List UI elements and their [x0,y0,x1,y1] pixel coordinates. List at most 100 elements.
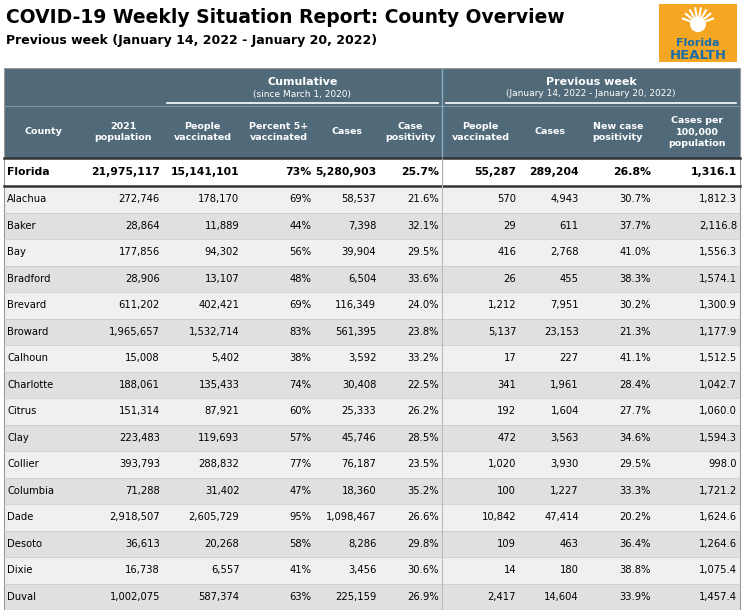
Text: 109: 109 [497,539,516,549]
Text: Bay: Bay [7,247,26,257]
Text: 30.2%: 30.2% [620,300,651,310]
Text: 1,042.7: 1,042.7 [699,380,737,390]
Text: 24.0%: 24.0% [408,300,439,310]
Text: People
vaccinated: People vaccinated [173,122,231,142]
Text: 135,433: 135,433 [199,380,240,390]
Text: 22.5%: 22.5% [407,380,439,390]
Text: 1,300.9: 1,300.9 [699,300,737,310]
Text: 2,417: 2,417 [488,592,516,601]
Text: 21.3%: 21.3% [619,327,651,337]
Text: (since March 1, 2020): (since March 1, 2020) [254,90,351,98]
Text: Cases: Cases [332,127,362,137]
Bar [659,4,737,62]
Text: 472: 472 [497,432,516,443]
Text: 41.1%: 41.1% [619,353,651,363]
Text: 16,738: 16,738 [125,565,160,575]
Text: 33.9%: 33.9% [620,592,651,601]
Text: 10,842: 10,842 [481,512,516,522]
Text: 77%: 77% [289,459,312,469]
Text: 29.8%: 29.8% [407,539,439,549]
Text: 272,746: 272,746 [119,194,160,204]
Text: Cumulative: Cumulative [267,77,338,87]
Text: 30.7%: 30.7% [620,194,651,204]
Text: 5,402: 5,402 [211,353,240,363]
Text: 87,921: 87,921 [205,406,240,416]
Text: 3,456: 3,456 [348,565,376,575]
Text: 177,856: 177,856 [119,247,160,257]
Text: Previous week (January 14, 2022 - January 20, 2022): Previous week (January 14, 2022 - Januar… [6,34,377,47]
Text: 116,349: 116,349 [336,300,376,310]
Text: 21,975,117: 21,975,117 [91,167,160,177]
Text: 15,008: 15,008 [125,353,160,363]
Text: 20.2%: 20.2% [619,512,651,522]
Bar [4,318,740,345]
Text: Collier: Collier [7,459,39,469]
Text: 17: 17 [504,353,516,363]
Text: 178,170: 178,170 [199,194,240,204]
Text: 393,793: 393,793 [119,459,160,469]
Text: Case
positivity: Case positivity [385,122,436,142]
Text: 34.6%: 34.6% [620,432,651,443]
Text: COVID-19 Weekly Situation Report: County Overview: COVID-19 Weekly Situation Report: County… [6,8,565,27]
Text: Brevard: Brevard [7,300,46,310]
Text: 1,457.4: 1,457.4 [699,592,737,601]
Text: 26.6%: 26.6% [407,512,439,522]
Text: 151,314: 151,314 [119,406,160,416]
Bar [4,345,740,371]
Text: Dixie: Dixie [7,565,33,575]
Bar [4,212,740,239]
Text: 1,961: 1,961 [550,380,579,390]
Text: 6,557: 6,557 [211,565,240,575]
Text: 41.0%: 41.0% [620,247,651,257]
Text: 570: 570 [497,194,516,204]
Text: 31,402: 31,402 [205,486,240,496]
Bar [4,106,740,158]
Text: Bradford: Bradford [7,274,51,284]
Text: 35.2%: 35.2% [407,486,439,496]
Bar [4,186,740,212]
Text: 1,532,714: 1,532,714 [189,327,240,337]
Text: 33.6%: 33.6% [408,274,439,284]
Text: 28.4%: 28.4% [620,380,651,390]
Text: 289,204: 289,204 [529,167,579,177]
Text: 38.3%: 38.3% [620,274,651,284]
Text: 1,075.4: 1,075.4 [699,565,737,575]
Text: Clay: Clay [7,432,29,443]
Text: 37.7%: 37.7% [619,221,651,231]
Text: People
vaccinated: People vaccinated [452,122,510,142]
Text: 29.5%: 29.5% [407,247,439,257]
Text: 3,592: 3,592 [348,353,376,363]
Text: 73%: 73% [286,167,312,177]
Text: 4,943: 4,943 [551,194,579,204]
Text: 1,812.3: 1,812.3 [699,194,737,204]
Text: 100: 100 [497,486,516,496]
Text: 58%: 58% [289,539,312,549]
Bar [4,425,740,451]
Text: 60%: 60% [289,406,312,416]
Text: 1,624.6: 1,624.6 [699,512,737,522]
Text: Florida: Florida [7,167,50,177]
Text: Calhoun: Calhoun [7,353,48,363]
Text: 1,594.3: 1,594.3 [699,432,737,443]
Text: Citrus: Citrus [7,406,36,416]
Text: 7,398: 7,398 [348,221,376,231]
Text: 192: 192 [497,406,516,416]
Bar [4,158,740,186]
Text: Desoto: Desoto [7,539,42,549]
Text: 8,286: 8,286 [348,539,376,549]
Bar [4,292,740,318]
Text: 223,483: 223,483 [119,432,160,443]
Text: 95%: 95% [289,512,312,522]
Text: 83%: 83% [289,327,312,337]
Text: 32.1%: 32.1% [407,221,439,231]
Text: 56%: 56% [289,247,312,257]
Text: 25.7%: 25.7% [401,167,439,177]
Text: 3,563: 3,563 [551,432,579,443]
Text: 1,512.5: 1,512.5 [699,353,737,363]
Text: 7,951: 7,951 [550,300,579,310]
Text: 1,721.2: 1,721.2 [699,486,737,496]
Text: 23.5%: 23.5% [407,459,439,469]
Text: Dade: Dade [7,512,33,522]
Text: 69%: 69% [289,194,312,204]
Bar [4,371,740,398]
